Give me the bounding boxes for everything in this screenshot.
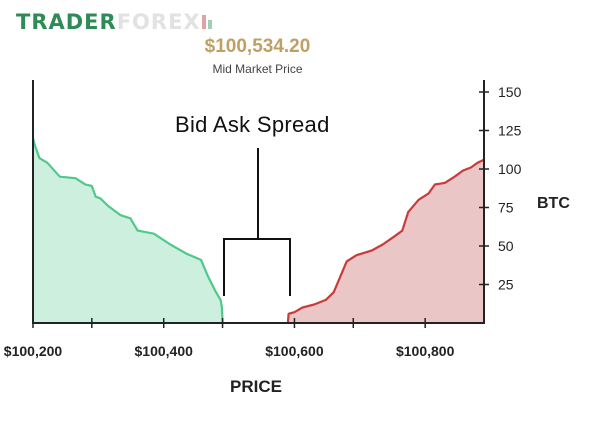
logo-text-forex: FOREX — [116, 10, 201, 34]
y-axis-title: BTC — [537, 195, 570, 212]
y-tick-label: 100 — [498, 161, 522, 177]
spread-annotation: Bid Ask Spread — [175, 112, 330, 137]
bid-depth-area — [33, 138, 223, 323]
x-tick-label: $100,800 — [396, 343, 455, 359]
axis-ticks: $100,200 $100,400 $100,600 $100,800 25 50 75 10… — [4, 84, 522, 359]
series-lines — [31, 137, 485, 324]
x-tick-label: $100,600 — [265, 343, 324, 359]
candlestick-icon — [201, 15, 212, 29]
y-tick-label: 125 — [498, 123, 522, 139]
x-tick-label: $100,400 — [135, 343, 194, 359]
chart-axes — [32, 80, 485, 324]
x-axis-title: PRICE — [230, 377, 282, 396]
y-tick-label: 50 — [498, 238, 514, 254]
series-areas — [33, 138, 484, 323]
logo-text-trader: TRADER — [16, 10, 117, 34]
ask-depth-line — [286, 158, 485, 324]
mid-market-price-value: $100,534.20 — [204, 36, 311, 57]
mid-market-price-label: Mid Market Price — [212, 62, 303, 76]
y-tick-label: 75 — [498, 200, 514, 216]
bid-depth-line — [31, 137, 224, 324]
spread-bracket — [223, 148, 291, 296]
ask-depth-area — [287, 159, 484, 323]
x-tick-label: $100,200 — [4, 343, 63, 359]
y-tick-label: 25 — [498, 277, 514, 293]
traderforex-logo: TRADER FOREX — [16, 10, 213, 34]
y-tick-label: 150 — [498, 84, 522, 100]
